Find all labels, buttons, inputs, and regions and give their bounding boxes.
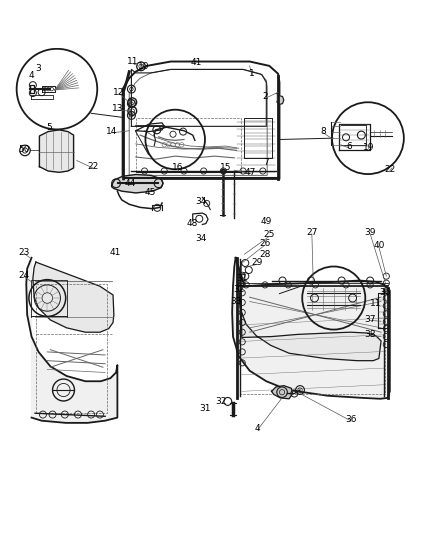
Text: 26: 26	[259, 239, 271, 248]
Text: 28: 28	[259, 250, 271, 259]
Polygon shape	[33, 262, 114, 332]
Text: 45: 45	[145, 189, 156, 197]
Text: 25: 25	[264, 230, 275, 239]
Text: 49: 49	[261, 217, 272, 226]
Text: 14: 14	[106, 127, 117, 136]
Text: 3: 3	[35, 64, 42, 73]
Text: 24: 24	[18, 271, 30, 280]
Text: 48: 48	[187, 219, 198, 228]
Text: 10: 10	[138, 62, 149, 71]
Text: 31: 31	[236, 274, 247, 283]
Text: 15: 15	[220, 163, 231, 172]
Text: 50: 50	[18, 144, 30, 154]
Text: 22: 22	[87, 162, 99, 171]
Text: 39: 39	[364, 228, 376, 237]
Polygon shape	[39, 130, 74, 172]
Polygon shape	[272, 386, 293, 399]
Text: 1: 1	[249, 69, 255, 78]
Text: 31: 31	[199, 405, 211, 414]
Text: 19: 19	[363, 143, 374, 152]
Text: 2: 2	[262, 92, 268, 101]
Text: 34: 34	[195, 233, 206, 243]
Text: 5: 5	[46, 123, 52, 132]
Text: 29: 29	[252, 259, 263, 268]
Text: 23: 23	[18, 247, 30, 256]
Text: 33: 33	[230, 297, 241, 306]
Text: 6: 6	[346, 142, 353, 151]
Text: 27: 27	[306, 228, 318, 237]
Polygon shape	[232, 258, 390, 399]
Polygon shape	[112, 174, 163, 193]
Text: 37: 37	[364, 314, 376, 324]
Text: 36: 36	[346, 415, 357, 424]
Text: 40: 40	[373, 241, 385, 250]
Text: 12: 12	[113, 87, 125, 96]
Text: 22: 22	[384, 165, 396, 174]
Text: 47: 47	[245, 168, 256, 177]
Text: 7: 7	[263, 158, 269, 167]
Text: 36: 36	[379, 288, 390, 297]
Text: 4: 4	[29, 71, 34, 80]
Text: 8: 8	[320, 127, 326, 136]
Text: 13: 13	[112, 104, 123, 114]
Text: 38: 38	[364, 330, 376, 340]
Polygon shape	[277, 93, 284, 104]
Text: 41: 41	[109, 247, 120, 256]
Polygon shape	[239, 262, 381, 361]
Text: 32: 32	[233, 285, 244, 294]
Text: 16: 16	[172, 163, 183, 172]
Text: 44: 44	[125, 179, 136, 188]
Text: 41: 41	[191, 58, 202, 67]
Text: 11: 11	[127, 58, 138, 67]
Text: 34: 34	[195, 197, 206, 206]
Text: 32: 32	[215, 397, 227, 406]
Text: 11: 11	[370, 299, 381, 308]
Text: 4: 4	[255, 424, 260, 433]
Polygon shape	[26, 258, 117, 423]
